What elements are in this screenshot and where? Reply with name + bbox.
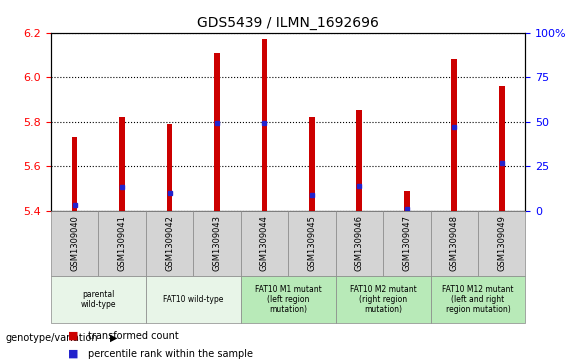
Text: GSM1309048: GSM1309048: [450, 215, 459, 271]
Text: GSM1309047: GSM1309047: [402, 215, 411, 271]
Bar: [193, 211, 241, 276]
Text: GSM1309040: GSM1309040: [70, 215, 79, 271]
Text: GSM1309041: GSM1309041: [118, 215, 127, 271]
Text: GSM1309042: GSM1309042: [165, 215, 174, 271]
Bar: [214, 53, 220, 211]
Bar: [336, 211, 383, 276]
Title: GDS5439 / ILMN_1692696: GDS5439 / ILMN_1692696: [197, 16, 379, 30]
Text: FAT10 wild-type: FAT10 wild-type: [163, 295, 223, 304]
Bar: [431, 211, 478, 276]
Bar: [241, 211, 288, 276]
Text: genotype/variation: genotype/variation: [6, 333, 98, 343]
Text: GSM1309049: GSM1309049: [497, 215, 506, 271]
Bar: [98, 211, 146, 276]
Bar: [288, 211, 336, 276]
Text: GSM1309045: GSM1309045: [307, 215, 316, 271]
Bar: [451, 59, 457, 211]
Bar: [309, 117, 315, 211]
Bar: [167, 124, 172, 211]
Bar: [357, 110, 362, 211]
Bar: [51, 211, 98, 276]
Text: percentile rank within the sample: percentile rank within the sample: [88, 349, 253, 359]
Text: FAT10 M12 mutant
(left and right
region mutation): FAT10 M12 mutant (left and right region …: [442, 285, 514, 314]
Text: ■: ■: [68, 331, 79, 341]
Bar: [241, 276, 336, 323]
Text: ▶: ▶: [110, 333, 118, 343]
Text: GSM1309043: GSM1309043: [212, 215, 221, 271]
Bar: [336, 276, 431, 323]
Bar: [262, 39, 267, 211]
Bar: [51, 276, 146, 323]
Bar: [499, 86, 505, 211]
Text: FAT10 M2 mutant
(right region
mutation): FAT10 M2 mutant (right region mutation): [350, 285, 416, 314]
Text: FAT10 M1 mutant
(left region
mutation): FAT10 M1 mutant (left region mutation): [255, 285, 321, 314]
Text: GSM1309046: GSM1309046: [355, 215, 364, 271]
Text: transformed count: transformed count: [88, 331, 179, 341]
Bar: [404, 191, 410, 211]
Bar: [119, 117, 125, 211]
Text: GSM1309044: GSM1309044: [260, 215, 269, 271]
Text: parental
wild-type: parental wild-type: [81, 290, 116, 309]
Bar: [431, 276, 525, 323]
Bar: [146, 276, 241, 323]
Bar: [478, 211, 525, 276]
Text: ■: ■: [68, 349, 79, 359]
Bar: [72, 137, 77, 211]
Bar: [146, 211, 193, 276]
Bar: [383, 211, 431, 276]
